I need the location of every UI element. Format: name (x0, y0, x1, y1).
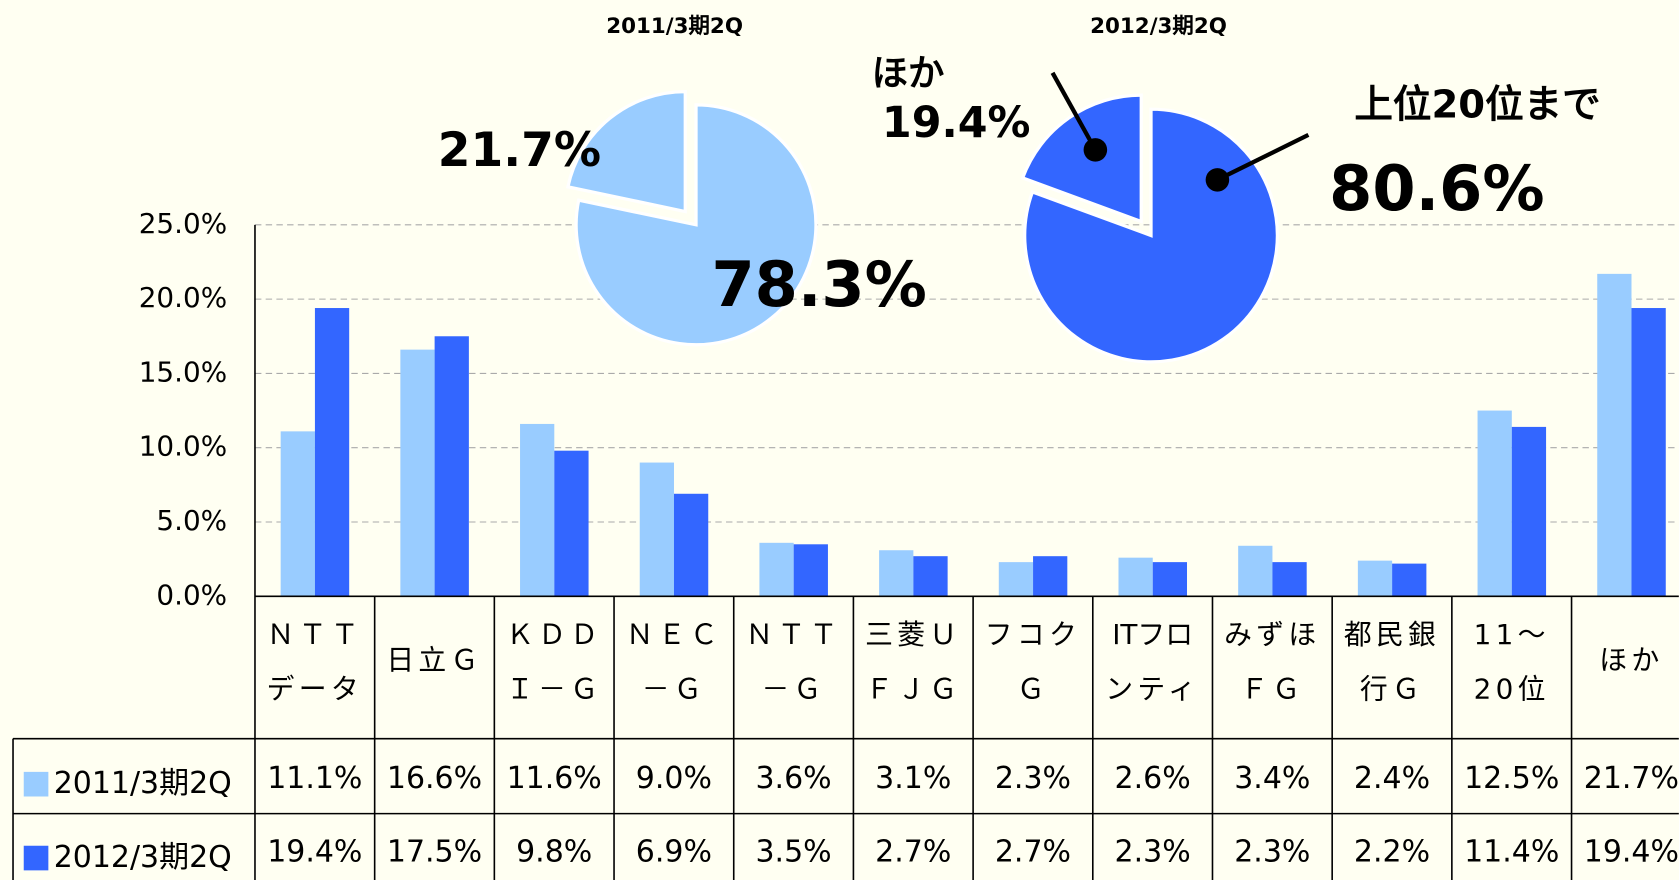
bar (913, 556, 948, 597)
leader-dot (1205, 168, 1230, 192)
legend-label: 2012/3期2Q (54, 840, 232, 875)
leader-line (1050, 71, 1098, 151)
y-tick-label: 25.0% (139, 207, 227, 240)
bar (554, 450, 589, 597)
pie-category-label: 上位20位まで (1354, 83, 1600, 128)
category-label: ＦＪＧ (865, 673, 961, 706)
bar (879, 550, 914, 597)
category-label: みずほ (1224, 618, 1320, 651)
pie-title: 2012/3期2Q (1090, 14, 1227, 39)
bar (314, 308, 350, 597)
bar (793, 544, 828, 597)
category-label: 11～ (1474, 618, 1550, 651)
leader-line (1216, 132, 1310, 182)
category-label: ＦＧ (1240, 673, 1304, 706)
value-label: 2.7% (995, 835, 1071, 870)
value-label: 2.4% (1354, 761, 1430, 796)
bar (434, 336, 469, 597)
value-label: 2.7% (875, 835, 951, 870)
value-label: 6.9% (636, 835, 712, 870)
category-label: －Ｇ (642, 673, 706, 706)
value-label: 2.3% (995, 761, 1071, 796)
value-label: 12.5% (1464, 761, 1559, 796)
pie-slice (1020, 93, 1143, 224)
category-label: 三菱Ｕ (865, 618, 961, 651)
bar (1392, 563, 1427, 597)
value-label: 16.6% (387, 761, 482, 796)
value-label: 9.8% (516, 835, 592, 870)
bar (1238, 545, 1273, 597)
y-tick-label: 5.0% (156, 504, 227, 537)
value-label: 2.3% (1115, 835, 1191, 870)
legend-swatch (23, 845, 49, 871)
category-label: －Ｇ (761, 673, 825, 706)
category-label: ＮＥＣ (626, 618, 722, 651)
category-label: ほか (1599, 644, 1663, 677)
category-label: 都民銀 (1344, 618, 1440, 651)
value-label: 3.6% (756, 761, 832, 796)
value-label: 2.2% (1354, 835, 1430, 870)
value-label: 3.1% (875, 761, 951, 796)
category-label: ＮＴＴ (267, 618, 363, 651)
bar (1477, 410, 1512, 597)
pie-value-label: 80.6% (1329, 152, 1544, 225)
pie-value-label: 19.4% (882, 98, 1031, 148)
legend-label: 2011/3期2Q (54, 766, 232, 801)
category-label: ンティ (1105, 673, 1200, 706)
bar (998, 562, 1034, 597)
bar (1631, 308, 1666, 597)
value-label: 17.5% (387, 835, 482, 870)
category-label: ＫＤＤ (506, 618, 602, 651)
category-label: 日立Ｇ (386, 644, 482, 677)
bar (1033, 556, 1068, 597)
bar (520, 423, 555, 597)
value-label: 21.7% (1584, 761, 1679, 796)
value-label: 2.6% (1115, 761, 1191, 796)
bar (400, 349, 435, 597)
legend-swatch (23, 771, 49, 797)
pie-value-label: 78.3% (711, 248, 926, 321)
category-label: データ (267, 673, 363, 706)
value-label: 11.4% (1464, 835, 1559, 870)
y-tick-label: 15.0% (139, 355, 227, 388)
bar (759, 542, 794, 597)
value-label: 11.6% (507, 761, 602, 796)
value-label: 19.4% (1584, 835, 1679, 870)
bar (1272, 562, 1307, 597)
category-label: Ｉ－Ｇ (506, 673, 602, 706)
bar (1597, 273, 1632, 597)
pie-category-label: ほか (872, 51, 945, 94)
category-label: ＮＴＴ (745, 618, 841, 651)
bar (1357, 560, 1393, 597)
bar (1118, 557, 1153, 597)
bar (639, 462, 674, 597)
category-label: 20位 (1474, 673, 1550, 706)
y-tick-label: 0.0% (156, 578, 227, 611)
leader-dot (1083, 138, 1108, 162)
category-label: 行Ｇ (1360, 673, 1424, 706)
category-label: Ｇ (1017, 673, 1049, 706)
value-label: 3.5% (756, 835, 832, 870)
category-label: フコク (985, 618, 1081, 651)
category-label: ITフロ (1112, 618, 1193, 651)
pie-slice (574, 103, 818, 347)
pie-slice (566, 90, 687, 214)
y-tick-label: 20.0% (139, 281, 227, 314)
value-label: 3.4% (1234, 761, 1310, 796)
bar (280, 431, 315, 597)
value-label: 2.3% (1234, 835, 1310, 870)
value-label: 19.4% (267, 835, 362, 870)
y-tick-label: 10.0% (139, 430, 227, 463)
pie-title: 2011/3期2Q (606, 14, 743, 39)
value-label: 11.1% (267, 761, 362, 796)
bar (1152, 562, 1188, 597)
value-label: 9.0% (636, 761, 712, 796)
bar (673, 493, 709, 597)
bar (1511, 426, 1547, 597)
pie-value-label: 21.7% (438, 123, 601, 178)
